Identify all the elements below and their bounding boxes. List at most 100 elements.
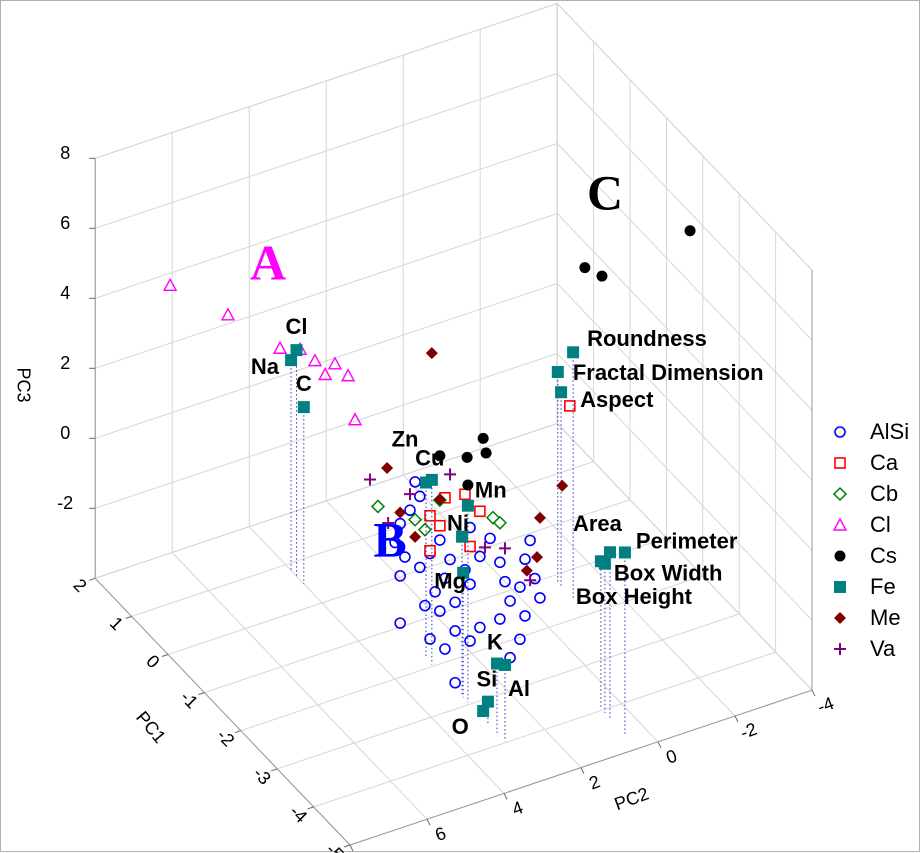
point [340, 368, 356, 382]
point [556, 479, 569, 492]
legend-marker [834, 581, 846, 593]
point [389, 536, 401, 549]
point-label: Mn [475, 478, 507, 503]
point [474, 505, 486, 518]
point-label: C [296, 371, 312, 396]
point [555, 386, 568, 399]
y-tick-label: 8 [355, 849, 371, 853]
point [461, 451, 473, 463]
point-label: Si [477, 666, 498, 691]
point [399, 551, 411, 563]
point [459, 488, 471, 501]
legend-marker [834, 426, 846, 438]
grid-line [556, 213, 813, 481]
legend-label: Cl [870, 512, 891, 537]
point [464, 578, 476, 591]
legend-marker [832, 486, 848, 502]
grid-line [556, 283, 813, 551]
point [424, 633, 436, 645]
grid-line [325, 500, 582, 768]
grid-line [171, 552, 428, 820]
point-label: Aspect [580, 387, 654, 412]
legend-marker [834, 550, 846, 562]
tick-mark [234, 730, 241, 734]
point [514, 581, 526, 593]
point [394, 617, 406, 629]
point [370, 499, 386, 514]
grid-line [95, 143, 558, 299]
legend-label: Ca [870, 450, 899, 475]
point-label: O [452, 714, 469, 739]
z-tick-label: 0 [60, 423, 70, 443]
point-label: K [487, 629, 503, 654]
legend-label: AlSi [870, 419, 909, 444]
point [444, 468, 457, 481]
annotation: A [250, 234, 286, 290]
point-label: Mg [434, 569, 466, 594]
point [579, 262, 591, 274]
point [444, 553, 456, 566]
tick-mark [343, 844, 351, 848]
legend-marker [834, 612, 846, 624]
point [464, 540, 476, 553]
grid-line [556, 73, 813, 341]
point [478, 541, 491, 554]
point [474, 621, 486, 634]
point [394, 506, 407, 519]
point-label: Box Width [614, 561, 723, 586]
grid-line [95, 73, 558, 229]
tick-mark [734, 715, 739, 723]
z-tick-label: 8 [60, 143, 70, 163]
point [425, 347, 438, 360]
point [285, 354, 298, 367]
legend-label: Cb [870, 481, 898, 506]
tick-mark [426, 818, 431, 826]
grid-line [556, 423, 813, 691]
legend-marker [834, 457, 846, 469]
point [439, 643, 451, 655]
grid-line [95, 3, 558, 159]
grid-line [95, 213, 558, 369]
point-label: Zn [392, 426, 419, 451]
tick-mark [349, 844, 354, 852]
point [347, 412, 363, 426]
point-label: Roundness [587, 326, 707, 351]
point-label: Cu [415, 446, 444, 471]
point [394, 517, 406, 530]
point [456, 530, 469, 543]
point [424, 544, 436, 557]
point [449, 625, 461, 637]
point [499, 658, 512, 671]
y-tick-label: -4 [815, 693, 837, 717]
point [551, 365, 564, 378]
point [519, 553, 531, 566]
point [449, 676, 461, 689]
point [220, 307, 236, 321]
point [481, 695, 494, 708]
point [434, 519, 446, 532]
point [404, 488, 417, 501]
tick-mark [580, 767, 585, 774]
point [494, 613, 506, 625]
point [596, 270, 608, 282]
point-label: Al [508, 676, 530, 701]
point [520, 564, 533, 577]
legend-marker [832, 517, 848, 531]
point [439, 572, 451, 585]
point [419, 599, 431, 612]
grid [89, 3, 816, 852]
point [603, 546, 616, 559]
tick-mark [89, 577, 96, 581]
point [494, 556, 506, 569]
point [449, 596, 461, 609]
point [464, 635, 476, 647]
point [414, 561, 426, 574]
point [485, 510, 501, 525]
point [514, 633, 526, 646]
point [433, 493, 446, 506]
tick-mark [125, 615, 132, 619]
point [484, 532, 496, 545]
point [327, 356, 343, 370]
point [307, 353, 323, 367]
